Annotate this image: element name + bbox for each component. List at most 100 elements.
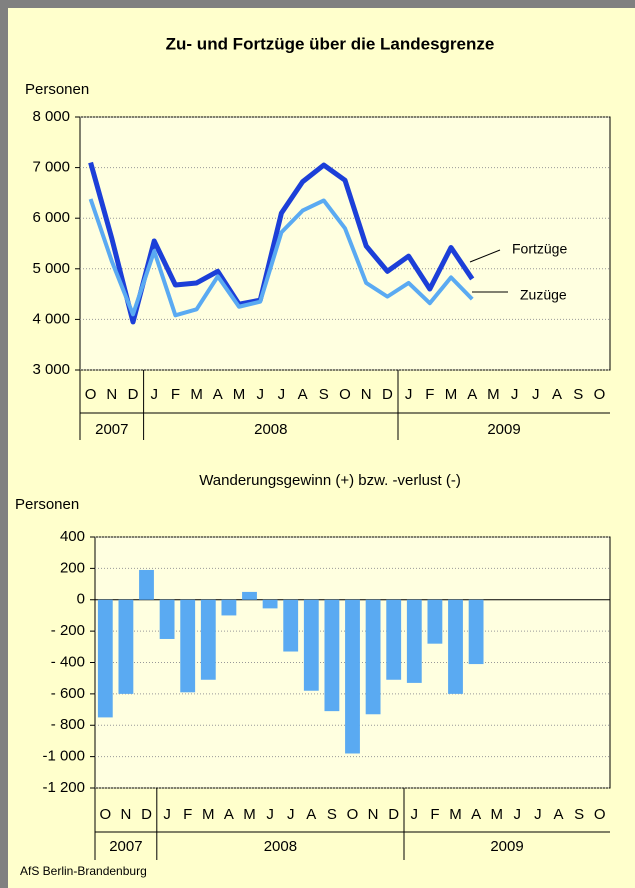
bar <box>200 599 216 680</box>
x-tick-label: A <box>553 806 563 823</box>
x-tick-label: M <box>490 806 503 823</box>
x-tick-label: S <box>319 386 329 403</box>
x-tick-label: J <box>532 386 540 403</box>
bar <box>324 599 340 712</box>
bar <box>118 599 134 694</box>
bar <box>262 599 278 609</box>
bar <box>221 599 237 616</box>
y-tick-label: 5 000 <box>32 260 70 277</box>
y-tick-label: - 400 <box>51 653 85 670</box>
x-tick-label: O <box>594 806 606 823</box>
x-tick-label: A <box>224 806 234 823</box>
x-tick-label: M <box>487 386 500 403</box>
y-axis-label: Personen <box>25 81 89 98</box>
x-tick-label: J <box>278 386 286 403</box>
y-tick-label: 3 000 <box>32 361 70 378</box>
y-tick-label: 4 000 <box>32 310 70 327</box>
x-tick-label: N <box>361 386 372 403</box>
x-tick-label: F <box>183 806 192 823</box>
y-tick-label: -1 000 <box>42 748 85 765</box>
x-tick-label: M <box>190 386 203 403</box>
bar <box>345 599 360 754</box>
x-tick-label: D <box>388 806 399 823</box>
x-tick-label: J <box>266 806 274 823</box>
bar <box>159 599 175 639</box>
chart-title: Zu- und Fortzüge über die Landesgrenze <box>166 34 495 53</box>
x-tick-label: M <box>202 806 215 823</box>
x-tick-label: N <box>120 806 131 823</box>
year-label: 2008 <box>254 421 287 438</box>
x-tick-label: A <box>467 386 477 403</box>
x-tick-label: M <box>449 806 462 823</box>
year-label: 2009 <box>490 838 523 855</box>
y-tick-label: 200 <box>60 559 85 576</box>
x-tick-label: O <box>85 386 97 403</box>
x-tick-label: D <box>382 386 393 403</box>
x-tick-label: J <box>287 806 295 823</box>
bar <box>468 599 484 665</box>
y-tick-label: - 600 <box>51 685 85 702</box>
bar <box>283 599 299 652</box>
year-label: 2008 <box>264 838 297 855</box>
x-tick-label: J <box>256 386 264 403</box>
bar <box>427 599 443 644</box>
x-tick-label: A <box>298 386 308 403</box>
x-tick-label: M <box>233 386 246 403</box>
x-tick-label: J <box>405 386 413 403</box>
y-tick-label: - 200 <box>51 622 85 639</box>
series-label: Zuzüge <box>520 287 567 303</box>
footer: AfS Berlin-Brandenburg <box>20 864 147 878</box>
x-tick-label: A <box>213 386 223 403</box>
x-tick-label: J <box>163 806 171 823</box>
y-tick-label: 0 <box>77 591 85 608</box>
x-tick-label: S <box>573 386 583 403</box>
chart-title: Wanderungsgewinn (+) bzw. -verlust (-) <box>199 472 461 489</box>
y-tick-label: 8 000 <box>32 108 70 125</box>
x-tick-label: O <box>347 806 359 823</box>
x-tick-label: D <box>128 386 139 403</box>
x-tick-label: A <box>306 806 316 823</box>
y-tick-label: 7 000 <box>32 159 70 176</box>
bar <box>303 599 319 691</box>
year-label: 2007 <box>109 838 142 855</box>
year-label: 2007 <box>95 421 128 438</box>
plot-area <box>79 116 611 371</box>
bar <box>180 599 196 693</box>
x-tick-label: J <box>534 806 542 823</box>
y-tick-label: 6 000 <box>32 209 70 226</box>
line-series <box>88 161 475 325</box>
bar <box>386 599 402 680</box>
x-tick-label: O <box>594 386 606 403</box>
x-tick-label: J <box>511 386 519 403</box>
bar <box>406 599 422 683</box>
bar <box>139 569 154 600</box>
x-tick-label: O <box>339 386 351 403</box>
x-tick-label: D <box>141 806 152 823</box>
bar <box>242 591 257 600</box>
x-tick-label: M <box>243 806 256 823</box>
leader-line <box>469 249 501 263</box>
x-tick-label: M <box>445 386 458 403</box>
line-series <box>88 198 474 318</box>
x-tick-label: O <box>99 806 111 823</box>
x-tick-label: F <box>171 386 180 403</box>
x-tick-label: A <box>471 806 481 823</box>
bar <box>448 599 463 694</box>
year-label: 2009 <box>487 421 520 438</box>
x-tick-label: A <box>552 386 562 403</box>
x-tick-label: F <box>430 806 439 823</box>
y-tick-label: -1 200 <box>42 779 85 796</box>
x-tick-label: J <box>514 806 522 823</box>
y-axis-label: Personen <box>15 496 79 513</box>
bar <box>97 599 113 718</box>
x-tick-label: S <box>574 806 584 823</box>
x-tick-label: J <box>411 806 419 823</box>
x-tick-label: N <box>106 386 117 403</box>
x-tick-label: J <box>150 386 158 403</box>
x-tick-label: N <box>368 806 379 823</box>
x-tick-label: S <box>327 806 337 823</box>
x-tick-label: F <box>425 386 434 403</box>
y-tick-label: - 800 <box>51 716 85 733</box>
